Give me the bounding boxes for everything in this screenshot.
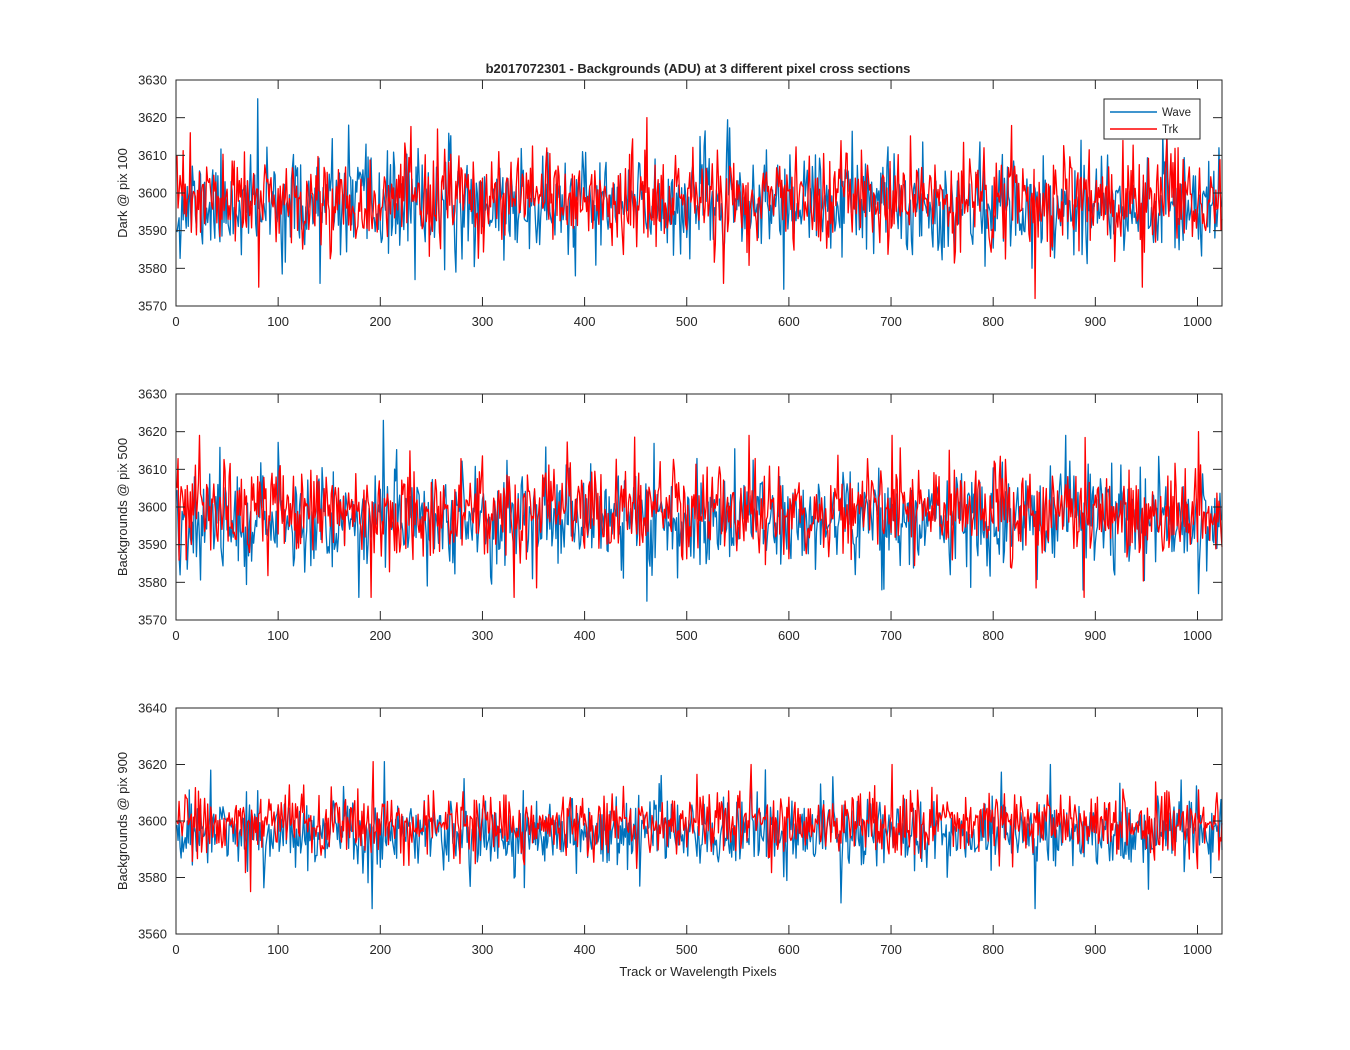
subplot-2: 0 100 200 300 400 500 600 700 800 900 1000 3570 3580…	[115, 387, 1223, 643]
y-tick-label: 3580	[138, 870, 167, 885]
x-tick-label: 200	[369, 628, 391, 643]
x-tick-label: 700	[880, 628, 902, 643]
y-tick-label: 3600	[138, 186, 167, 201]
x-tick-label: 300	[472, 628, 494, 643]
x-tick-label: 0	[172, 314, 179, 329]
subplot-1: 0 100 200 300 400 500 600 700 800 900 1000 3570 3580…	[115, 73, 1223, 329]
y-tick-label: 3620	[138, 424, 167, 439]
chart-title: b2017072301 - Backgrounds (ADU) at 3 dif…	[486, 61, 911, 76]
y-tick-label: 3630	[138, 73, 167, 88]
series-line-trk	[176, 431, 1223, 599]
x-tick-label: 700	[880, 942, 902, 957]
x-tick-label: 0	[172, 628, 179, 643]
x-tick-label: 200	[369, 942, 391, 957]
x-tick-label: 900	[1084, 314, 1106, 329]
x-tick-label: 600	[778, 314, 800, 329]
x-tick-label: 100	[267, 628, 289, 643]
x-tick-label: 800	[982, 314, 1004, 329]
y-tick-label: 3620	[138, 757, 167, 772]
x-tick-label: 800	[982, 942, 1004, 957]
x-tick-label: 600	[778, 628, 800, 643]
y-axis-label: Backgrounds @ pix 900	[115, 752, 130, 890]
x-tick-label: 500	[676, 628, 698, 643]
subplot-panels: 0 100 200 300 400 500 600 700 800 900 100035703580…	[115, 73, 1223, 957]
legend-box	[1103, 98, 1201, 140]
x-tick-label: 900	[1084, 628, 1106, 643]
y-tick-label: 3620	[138, 110, 167, 125]
x-tick-label: 900	[1084, 942, 1106, 957]
x-tick-label: 1000	[1183, 942, 1212, 957]
y-axis-label: Dark @ pix 100	[115, 148, 130, 238]
series-line-trk	[176, 761, 1223, 893]
y-tick-label: 3580	[138, 575, 167, 590]
x-tick-label: 600	[778, 942, 800, 957]
y-tick-label: 3580	[138, 261, 167, 276]
x-tick-label: 500	[676, 942, 698, 957]
x-tick-label: 1000	[1183, 314, 1212, 329]
y-axis-label: Backgrounds @ pix 500	[115, 438, 130, 576]
y-tick-label: 3590	[138, 223, 167, 238]
y-tick-label: 3570	[138, 613, 167, 628]
legend-label-trk: Trk	[1162, 124, 1178, 136]
legend-label-wave: Wave	[1162, 107, 1191, 119]
x-tick-label: 800	[982, 628, 1004, 643]
x-tick-label: 1000	[1183, 628, 1212, 643]
y-tick-label: 3590	[138, 537, 167, 552]
x-tick-label: 200	[369, 314, 391, 329]
x-tick-label: 400	[574, 314, 596, 329]
x-tick-label: 300	[472, 314, 494, 329]
legend: Wave Trk	[1103, 98, 1201, 140]
y-tick-label: 3630	[138, 387, 167, 402]
x-tick-label: 300	[472, 942, 494, 957]
x-tick-label: 100	[267, 314, 289, 329]
y-tick-label: 3610	[138, 148, 167, 163]
x-tick-label: 0	[172, 942, 179, 957]
series-line-trk	[176, 117, 1223, 300]
y-tick-label: 3640	[138, 701, 167, 716]
y-tick-label: 3560	[138, 927, 167, 942]
y-tick-label: 3610	[138, 462, 167, 477]
y-tick-label: 3570	[138, 299, 167, 314]
series-line-wave	[176, 761, 1223, 910]
x-tick-label: 500	[676, 314, 698, 329]
y-tick-label: 3600	[138, 500, 167, 515]
x-tick-label: 100	[267, 942, 289, 957]
subplot-3: 0 100 200 300 400 500 600 700 800 900 1000 3560 3580…	[115, 701, 1223, 957]
x-tick-label: 700	[880, 314, 902, 329]
x-axis-label: Track or Wavelength Pixels	[619, 964, 777, 979]
x-tick-label: 400	[574, 628, 596, 643]
y-tick-label: 3600	[138, 814, 167, 829]
x-tick-label: 400	[574, 942, 596, 957]
